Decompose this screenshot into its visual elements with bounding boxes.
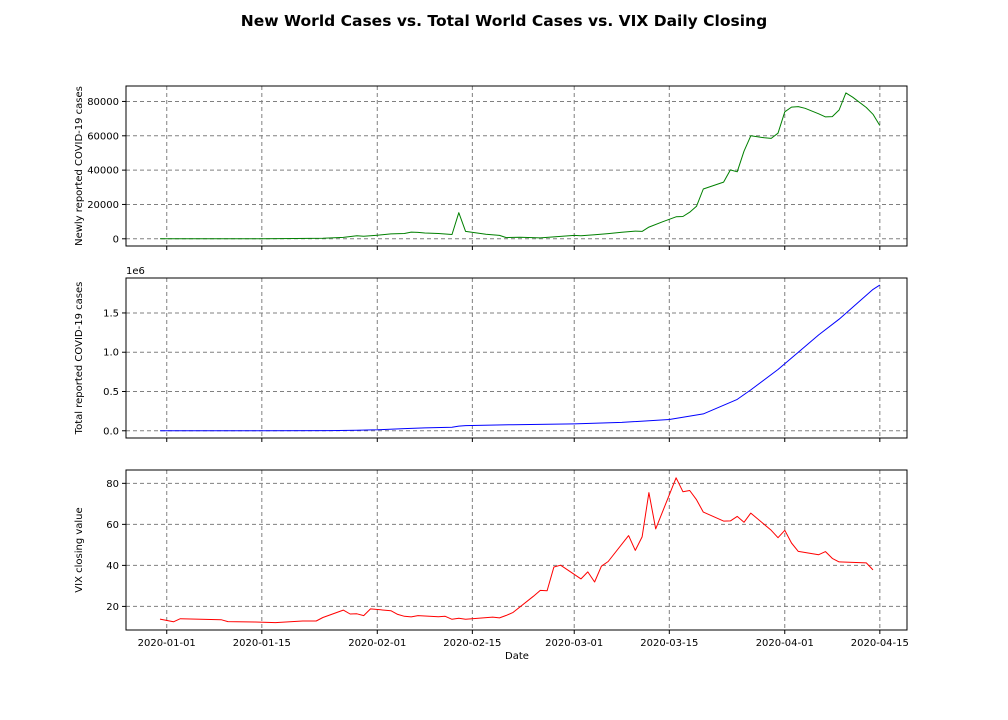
x-tick-label: 2020-03-15 <box>640 638 698 649</box>
x-tick-label: 2020-02-01 <box>348 638 406 649</box>
series-line <box>159 92 881 240</box>
plot-frame <box>125 85 908 247</box>
y-tick-label: 60 <box>106 520 119 531</box>
x-tick-label: 2020-01-01 <box>138 638 196 649</box>
y-tick-label: 20 <box>106 602 119 613</box>
x-axis-label: Date <box>505 651 529 662</box>
y-axis-label: VIX closing value <box>74 507 85 592</box>
series-line <box>159 284 881 432</box>
series-line <box>159 477 874 624</box>
y-tick-label: 0.0 <box>103 426 119 437</box>
plot-frame <box>125 277 908 439</box>
y-tick-label: 0.5 <box>103 387 119 398</box>
y-tick-label: 1.0 <box>103 348 119 359</box>
y-offset-label: 1e6 <box>126 266 145 277</box>
figure-title: New World Cases vs. Total World Cases vs… <box>241 12 767 30</box>
plot-frame <box>125 469 908 631</box>
x-tick-label: 2020-02-15 <box>443 638 501 649</box>
y-axis-label: Newly reported COVID-19 cases <box>74 86 85 246</box>
y-tick-label: 60000 <box>87 131 119 142</box>
y-tick-label: 40 <box>106 561 119 572</box>
y-tick-label: 1.5 <box>103 308 119 319</box>
y-tick-label: 80 <box>106 479 119 490</box>
x-tick-label: 2020-04-01 <box>756 638 814 649</box>
x-tick-label: 2020-03-01 <box>545 638 603 649</box>
y-tick-label: 40000 <box>87 166 119 177</box>
x-tick-label: 2020-01-15 <box>233 638 291 649</box>
subplot-2: 0.0 0.5 1.0 1.5 Total reported COVID-19 case… <box>74 266 908 442</box>
subplot-3: 2020-01-01 2020-01-15 2020-02-01 2020-02-15… <box>74 469 909 649</box>
y-tick-label: 0 <box>113 234 119 245</box>
y-axis-label: Total reported COVID-19 cases <box>74 282 85 436</box>
y-tick-label: 80000 <box>87 97 119 108</box>
x-tick-label: 2020-04-15 <box>851 638 909 649</box>
y-tick-label: 20000 <box>87 200 119 211</box>
